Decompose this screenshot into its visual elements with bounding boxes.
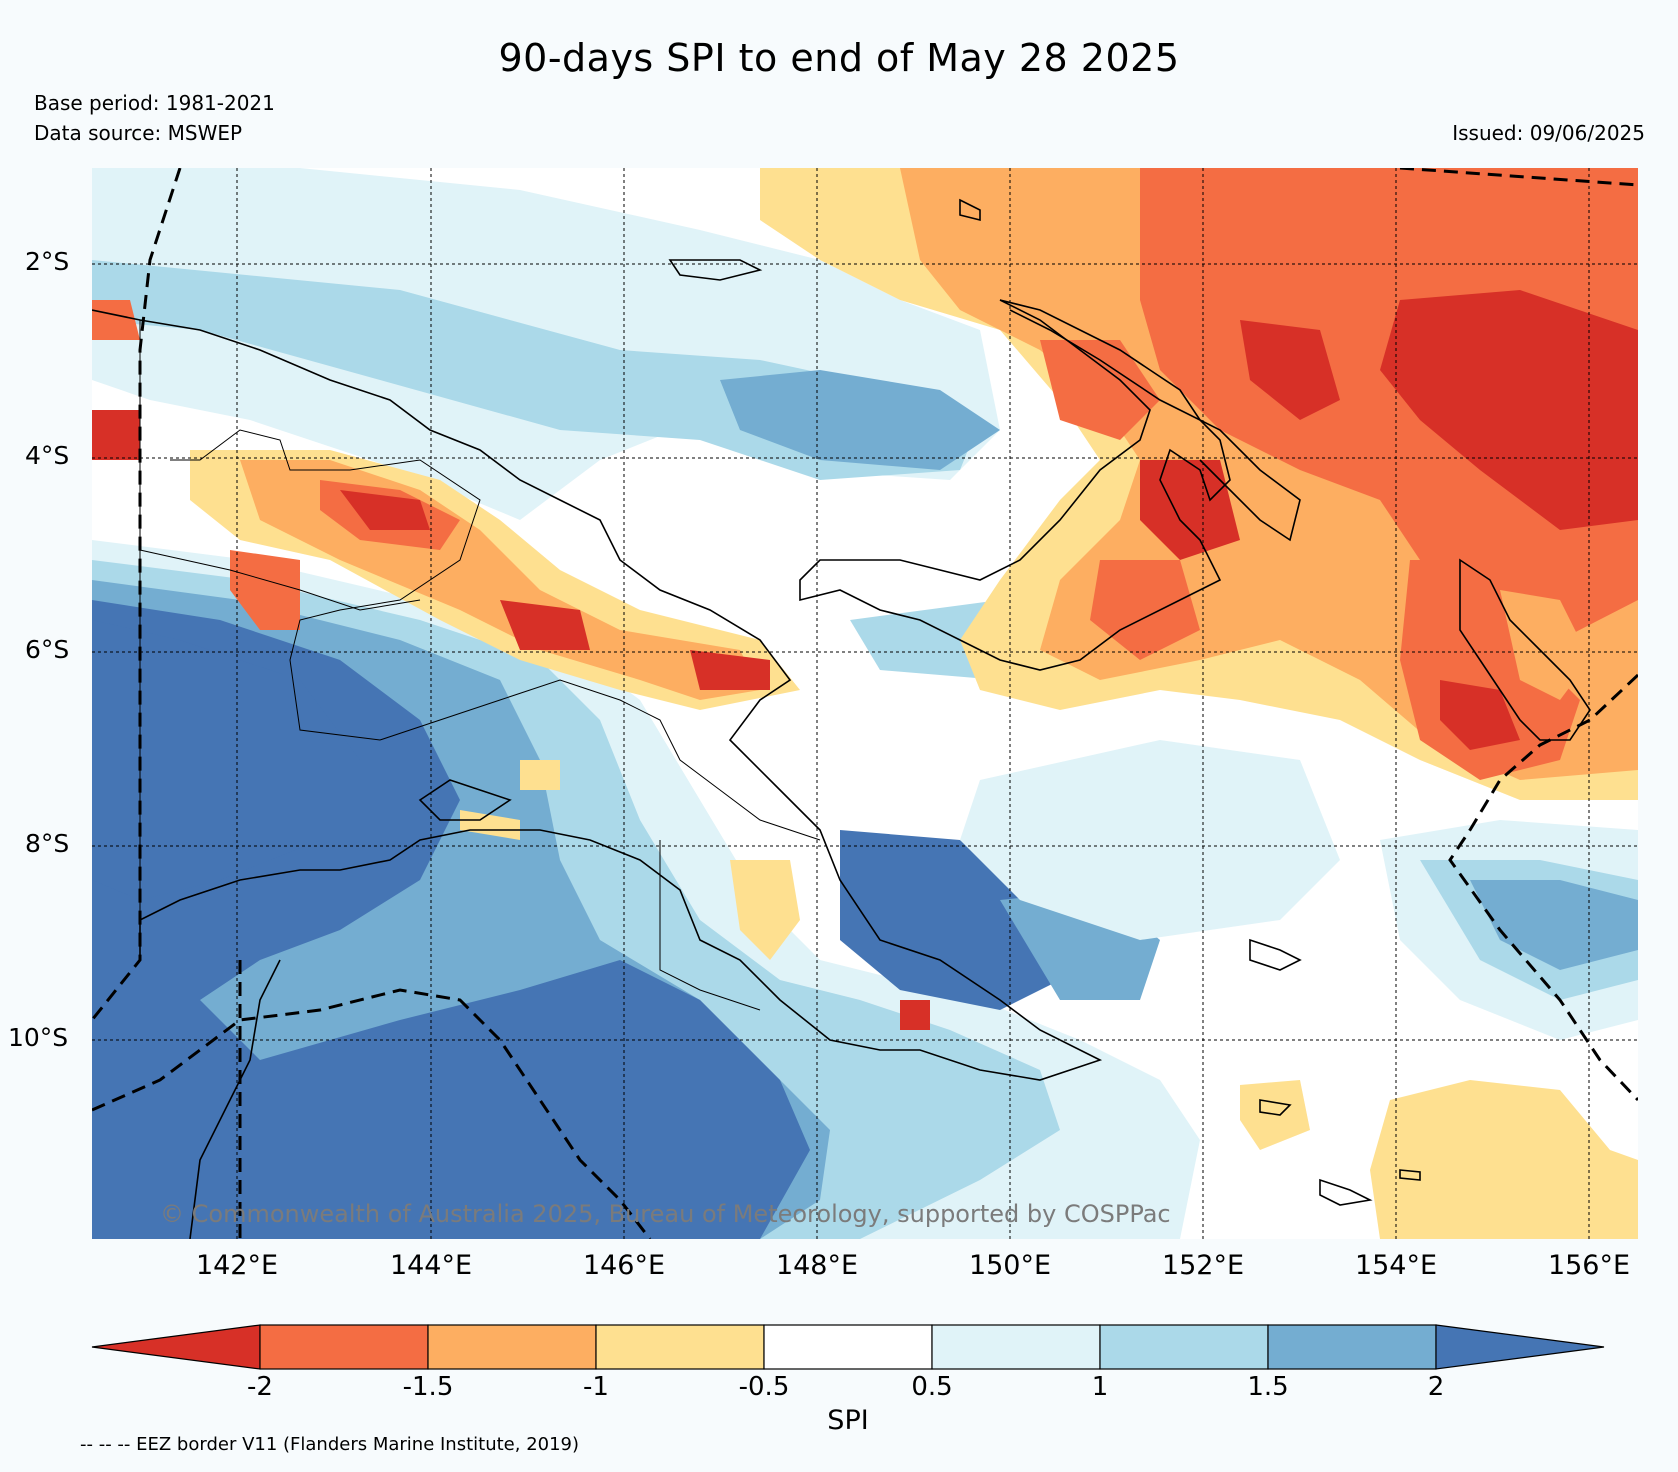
lon-label-156e: 156°E <box>1547 1250 1631 1281</box>
colorbar-segment <box>763 1324 933 1370</box>
lon-label-152e: 152°E <box>1161 1250 1245 1281</box>
lat-label-2s: 2°S <box>25 247 70 276</box>
colorbar-title: SPI <box>827 1405 869 1436</box>
colorbar-segment <box>595 1324 765 1370</box>
lat-label-6s: 6°S <box>25 635 70 664</box>
lon-label-142e: 142°E <box>195 1250 279 1281</box>
lat-label-8s: 8°S <box>25 829 70 858</box>
lon-label-146e: 146°E <box>582 1250 666 1281</box>
colorbar-tick-label: 0.5 <box>911 1372 953 1402</box>
colorbar-segment <box>1267 1324 1437 1370</box>
colorbar <box>91 1324 1605 1370</box>
colorbar-tick-label: 1.5 <box>1247 1372 1289 1402</box>
colorbar-segment <box>931 1324 1101 1370</box>
colorbar-tick-label: -1 <box>583 1372 609 1402</box>
colorbar-tick-label: 1 <box>1091 1372 1109 1402</box>
colorbar-tick-label: -2 <box>247 1372 273 1402</box>
issued-date-label: Issued: 09/06/2025 <box>1452 121 1645 145</box>
lon-label-154e: 154°E <box>1354 1250 1438 1281</box>
colorbar-tick-label: -0.5 <box>738 1372 790 1402</box>
graticule <box>92 168 1638 1239</box>
colorbar-extend-high <box>1435 1324 1605 1370</box>
spi-field <box>92 168 1638 1239</box>
eez-legend-note: -- -- -- EEZ border V11 (Flanders Marine… <box>80 1434 580 1455</box>
colorbar-segment <box>259 1324 429 1370</box>
colorbar-segment <box>1099 1324 1269 1370</box>
colorbar-tick-label: -1.5 <box>402 1372 454 1402</box>
colorbar-tick-label: 2 <box>1427 1372 1445 1402</box>
lon-label-150e: 150°E <box>968 1250 1052 1281</box>
coastline <box>92 198 1591 1239</box>
lon-label-148e: 148°E <box>775 1250 859 1281</box>
copyright-watermark: © Commonwealth of Australia 2025, Bureau… <box>160 1200 1171 1228</box>
lon-label-144e: 144°E <box>389 1250 473 1281</box>
data-source-label: Data source: MSWEP <box>34 121 243 145</box>
colorbar-extend-low <box>91 1324 261 1370</box>
chart-title: 90-days SPI to end of May 28 2025 <box>498 36 1180 80</box>
colorbar-segment <box>427 1324 597 1370</box>
lat-label-4s: 4°S <box>25 441 70 470</box>
lat-label-10s: 10°S <box>8 1023 69 1052</box>
base-period-label: Base period: 1981-2021 <box>34 91 275 115</box>
